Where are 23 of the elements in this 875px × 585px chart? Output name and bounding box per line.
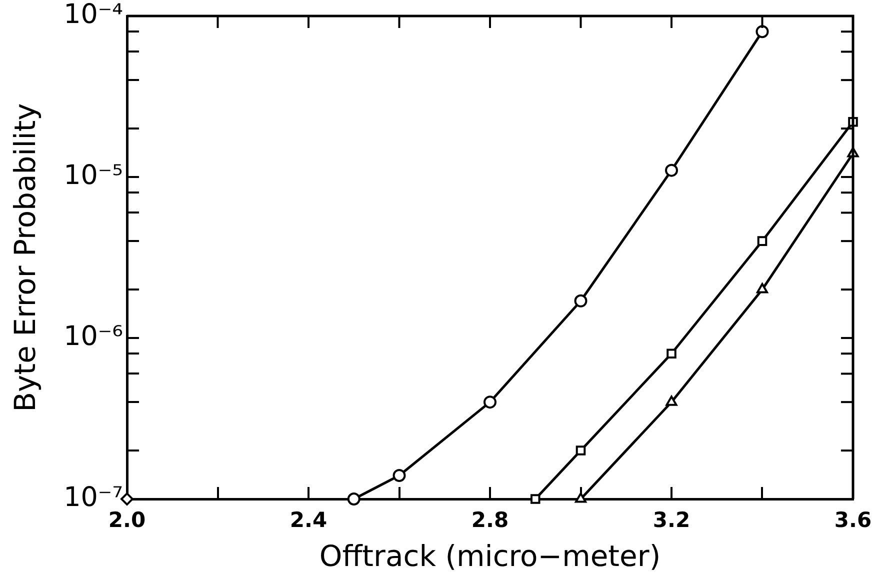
point xyxy=(347,492,360,506)
point xyxy=(574,492,587,503)
point xyxy=(666,348,676,358)
point xyxy=(665,164,678,177)
y-tick-label: 10⁻⁴ xyxy=(64,0,123,30)
y-tick-label: 10⁻⁵ xyxy=(64,160,123,192)
point xyxy=(530,494,540,504)
x-tick-label: 2.0 xyxy=(108,508,146,532)
point xyxy=(576,446,586,456)
point xyxy=(756,25,769,38)
x-tick-label: 3.2 xyxy=(652,508,690,532)
y-tick-label: 10⁻⁶ xyxy=(64,321,123,352)
x-tick-label: 3.6 xyxy=(834,508,872,532)
x-tick-label: 2.8 xyxy=(471,508,509,532)
point xyxy=(757,236,768,246)
x-axis-title: Offtrack (micro−meter) xyxy=(319,539,661,574)
point xyxy=(574,294,588,308)
x-tick-label: 2.4 xyxy=(290,508,328,532)
y-axis-title: Byte Error Probability xyxy=(8,103,42,412)
point xyxy=(666,396,678,406)
point xyxy=(756,283,768,294)
point xyxy=(392,468,406,482)
point xyxy=(484,396,496,409)
